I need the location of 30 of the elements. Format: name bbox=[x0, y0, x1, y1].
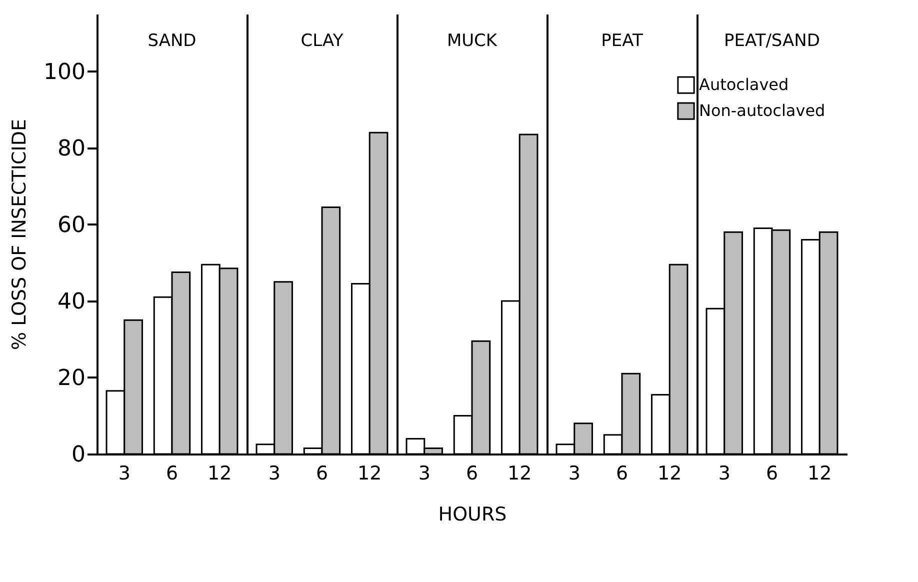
x-tick-label: 3 bbox=[568, 462, 580, 484]
text: PEAT/SAND bbox=[724, 31, 820, 51]
y-tick-label: 80 bbox=[58, 136, 86, 162]
legend-label: Autoclaved bbox=[699, 75, 789, 94]
text: MUCK bbox=[446, 31, 498, 51]
x-tick-label: 6 bbox=[166, 462, 178, 484]
x-tick-label: 3 bbox=[718, 462, 730, 484]
x-tick-label: 12 bbox=[508, 462, 532, 484]
text: SAND bbox=[148, 31, 196, 51]
x-tick-label: 12 bbox=[808, 462, 832, 484]
legend-label: Non-autoclaved bbox=[699, 101, 826, 120]
x-axis-title: HOURS bbox=[438, 504, 507, 526]
x-tick-label: 12 bbox=[358, 462, 382, 484]
y-tick-label: 60 bbox=[58, 212, 86, 238]
y-tick-label: 100 bbox=[44, 60, 86, 85]
y-tick-label: 20 bbox=[58, 366, 86, 391]
x-tick-label: 12 bbox=[658, 462, 682, 484]
x-tick-label: 3 bbox=[418, 462, 430, 484]
text: CLAY bbox=[300, 31, 344, 51]
x-tick-label: 6 bbox=[466, 462, 478, 484]
x-tick-label: 6 bbox=[616, 462, 628, 484]
y-axis-title: % LOSS OF INSECTICIDE bbox=[8, 119, 31, 350]
x-tick-label: 6 bbox=[316, 462, 328, 484]
text: PEAT bbox=[601, 31, 644, 51]
y-tick-label: 40 bbox=[58, 289, 86, 314]
y-tick-label: 0 bbox=[72, 442, 86, 468]
x-tick-label: 12 bbox=[208, 462, 232, 484]
x-tick-label: 3 bbox=[118, 462, 130, 484]
x-tick-label: 3 bbox=[268, 462, 280, 484]
x-tick-label: 6 bbox=[766, 462, 778, 484]
